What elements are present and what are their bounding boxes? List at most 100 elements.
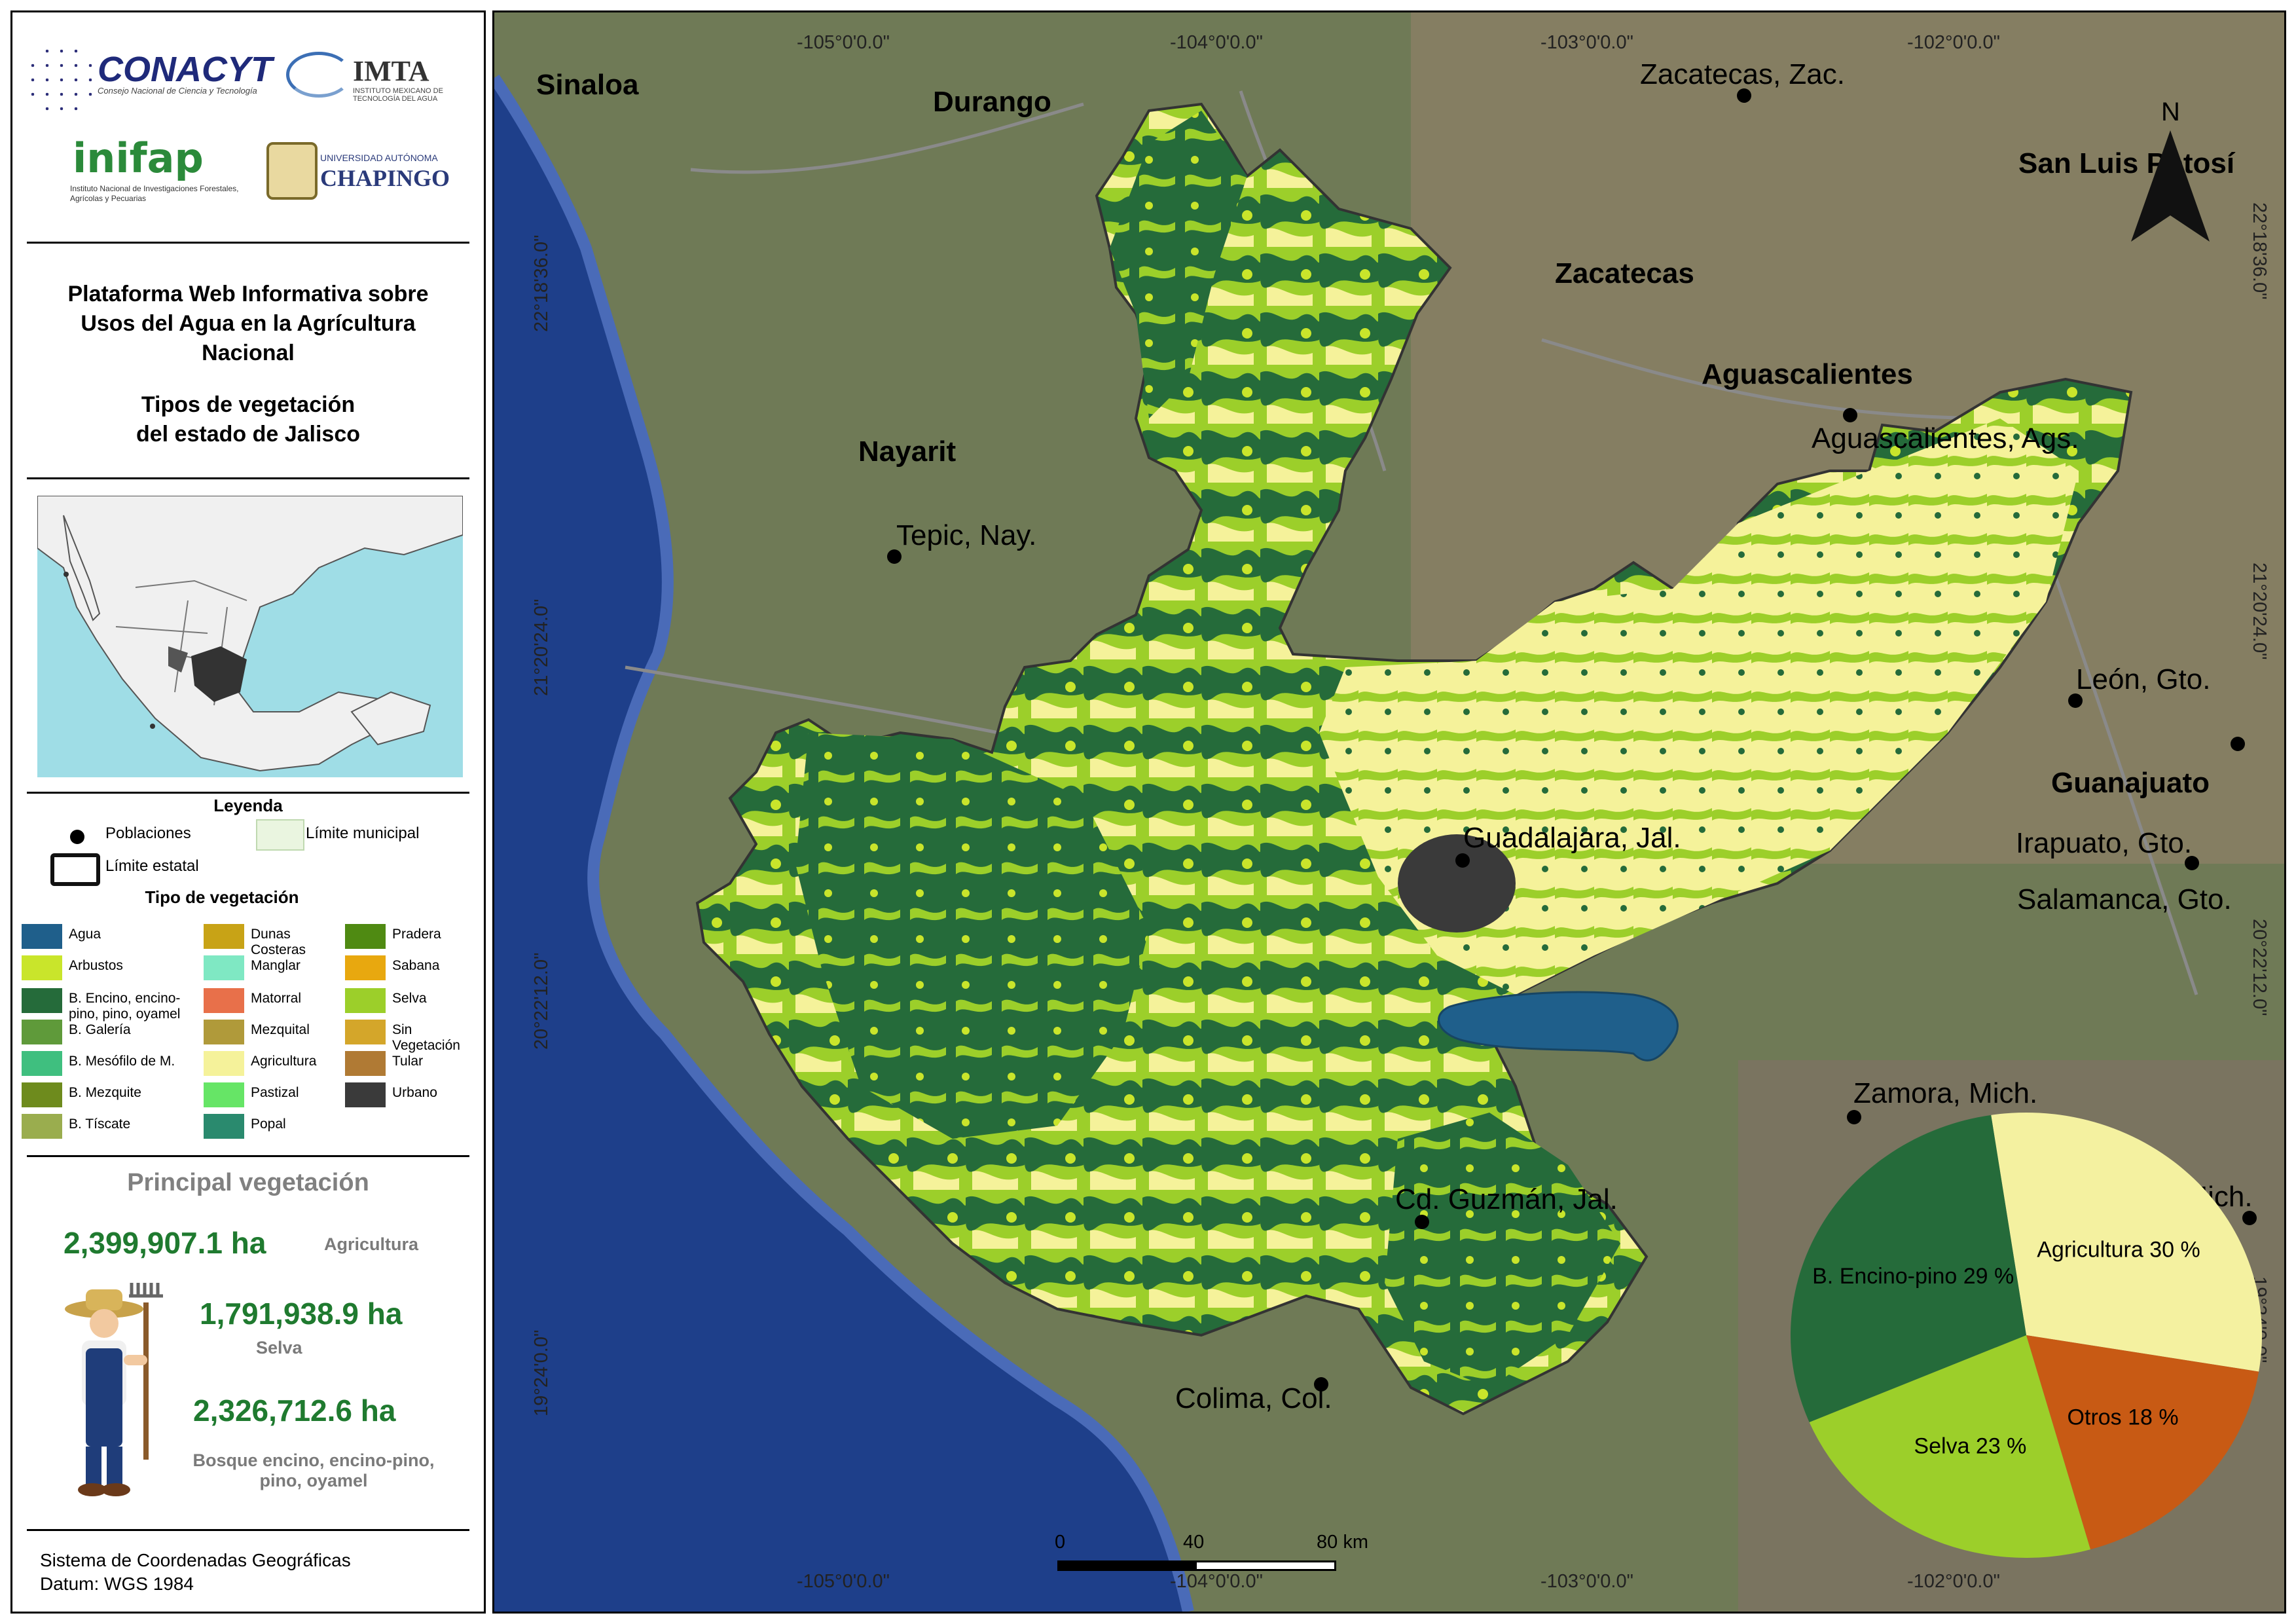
scale-tick-40: 40 [1183,1532,1205,1553]
legend-label: Urbano [392,1085,437,1100]
legend-swatch [22,988,62,1013]
datum: Datum: WGS 1984 [40,1574,194,1594]
pie-label: Agricultura 30 % [2037,1238,2200,1263]
legend-swatch [345,1020,386,1044]
city-guadalajara: Guadalajara, Jal. [1463,822,1681,854]
legend-label: Sin Vegetación [392,1022,460,1053]
legend-swatch [22,924,62,949]
legend-limite-municipal: Límite municipal [306,824,420,842]
legend-swatch [22,1051,62,1076]
north-arrow-icon [2131,130,2210,242]
pie-slice-agricultura [1991,1113,2262,1372]
city-aguascalientes: Aguascalientes, Ags. [1812,422,2079,454]
coord-top-2: -104°0'0.0" [1170,32,1263,53]
legend-swatch [204,1082,244,1107]
coord-top-3: -103°0'0.0" [1540,32,1633,53]
legend-swatch [22,1114,62,1139]
legend-swatch [345,955,386,980]
coord-bottom-3: -103°0'0.0" [1540,1571,1633,1592]
limite-municipal-swatch [256,819,304,851]
legend-swatch [22,1020,62,1044]
legend-swatch [204,955,244,980]
legend-label: Matorral [251,991,302,1006]
divider [27,477,469,479]
coord-right-3: 20°22'12.0" [2249,919,2270,1016]
city-dot [1737,88,1751,103]
legend-swatch [345,988,386,1013]
legend-label: Mezquital [251,1022,310,1037]
vegetation-pie-chart: Agricultura 30 % Otros 18 % Selva 23 % B. E… [1791,1113,2262,1558]
farmer-illustration-icon [65,1283,163,1496]
legend-swatch [204,924,244,949]
legend-swatch [204,988,244,1013]
state-label-durango: Durango [933,86,1051,118]
city-dot [1455,853,1470,868]
imta-subtitle: INSTITUTO MEXICANO DE TECNOLOGÍA DEL AGU… [353,87,443,103]
legend-label: Tular [392,1054,424,1069]
legend-label: Dunas Costeras [251,927,306,957]
legend-label: B. Encino, encino-pino, pino, oyamel [69,991,181,1022]
conacyt-logo-icon [26,44,98,116]
coord-left-3: 20°22'12.0" [531,952,552,1050]
bosque-area: 2,326,712.6 ha [193,1393,396,1428]
divider [27,792,469,794]
divider [27,1529,469,1531]
city-dot [887,549,902,564]
city-dot [2185,856,2199,870]
legend-label: B. Mezquite [69,1085,141,1100]
chapingo-line2: CHAPINGO [320,165,450,191]
platform-title: Plataforma Web Informativa sobre Usos de… [67,282,429,447]
legend-swatch [345,924,386,949]
map-canvas [494,12,2284,1612]
coord-left-1: 22°18'36.0" [531,234,552,332]
legend-swatch [204,1020,244,1044]
coord-bottom-1: -105°0'0.0" [797,1571,890,1592]
legend-label: Manglar [251,958,301,973]
scale-tick-0: 0 [1055,1532,1066,1553]
city-salamanca: Salamanca, Gto. [2017,883,2232,915]
agriculture-label: Agricultura [324,1234,419,1254]
agriculture-area: 2,399,907.1 ha [64,1226,266,1260]
city-dot [1843,408,1857,422]
city-colima: Colima, Col. [1175,1382,1332,1414]
chapingo-seal-icon [266,142,318,200]
legend-label: B. Galería [69,1022,131,1037]
legend-title: Leyenda [213,796,283,815]
jalisco-vegetation-map: Sinaloa Durango Zacatecas Aguascalientes… [492,10,2286,1614]
scale-bar [1057,1560,1336,1571]
city-zacatecas: Zacatecas, Zac. [1640,58,1846,90]
legend-label: Pradera [392,927,441,942]
vegetation-type-title: Tipo de vegetación [145,887,299,907]
inifap-subtitle: Instituto Nacional de Investigaciones Fo… [70,184,239,203]
pie-slice-selva [1809,1335,2090,1558]
city-dot [1415,1215,1429,1229]
city-dot [1847,1110,1861,1124]
conacyt-subtitle: Consejo Nacional de Ciencia y Tecnología [98,86,257,96]
state-label-guanajuato: Guanajuato [2051,767,2210,799]
city-tepic: Tepic, Nay. [896,519,1037,551]
legend-swatch [22,955,62,980]
legend-swatch [345,1082,386,1107]
legend-swatch [22,1082,62,1107]
inifap-logo-text: inifap [73,134,204,182]
legend-label: Agua [69,927,101,942]
city-dot [2068,693,2083,708]
coord-left-4: 19°24'0.0" [531,1329,552,1416]
legend-label: Arbustos [69,958,123,973]
city-zamora: Zamora, Mich. [1853,1077,2038,1109]
coordinate-system: Sistema de Coordenadas Geográficas [40,1550,351,1570]
city-dot [1314,1377,1328,1392]
limite-estatal-swatch [50,853,100,886]
imta-logo-text: IMTA [353,55,429,87]
legend-label: Selva [392,991,427,1006]
state-label-nayarit: Nayarit [858,435,957,468]
principal-vegetation-title: Principal vegetación [127,1169,369,1196]
selva-label: Selva [256,1338,302,1357]
pie-slice-b-encino-pino [1791,1115,2026,1422]
legend-label: Pastizal [251,1085,299,1100]
legend-swatch [204,1051,244,1076]
selva-area: 1,791,938.9 ha [200,1297,403,1331]
legend-swatch [345,1051,386,1076]
legend-label: B. Mesófilo de M. [69,1054,175,1069]
mexico-inset-map [37,496,463,777]
